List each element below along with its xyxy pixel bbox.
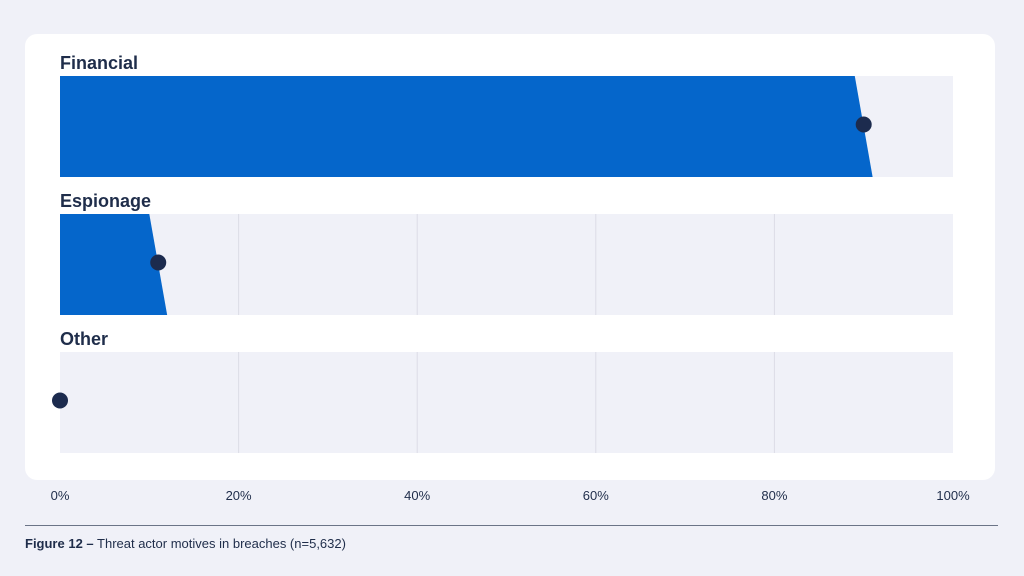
- category-label-other: Other: [60, 329, 108, 349]
- bar-track-other: [60, 352, 953, 453]
- category-label-espionage: Espionage: [60, 191, 151, 211]
- bar-espionage: [60, 214, 168, 315]
- bar-track-espionage: [60, 214, 953, 315]
- x-tick-label: 20%: [226, 488, 252, 503]
- x-tick-label: 40%: [404, 488, 430, 503]
- point-financial: [855, 116, 872, 133]
- figure-caption-label: Figure 12 –: [25, 536, 94, 551]
- x-tick-label: 60%: [583, 488, 609, 503]
- x-tick-label: 80%: [761, 488, 787, 503]
- figure-caption-text: Threat actor motives in breaches (n=5,63…: [93, 536, 346, 551]
- caption-divider: [25, 525, 998, 526]
- bar-financial: [60, 76, 873, 177]
- point-espionage: [150, 254, 167, 271]
- category-label-financial: Financial: [60, 53, 138, 73]
- point-other: [52, 392, 68, 409]
- x-tick-label: 0%: [51, 488, 70, 503]
- x-tick-label: 100%: [936, 488, 970, 503]
- figure-caption: Figure 12 – Threat actor motives in brea…: [25, 536, 346, 551]
